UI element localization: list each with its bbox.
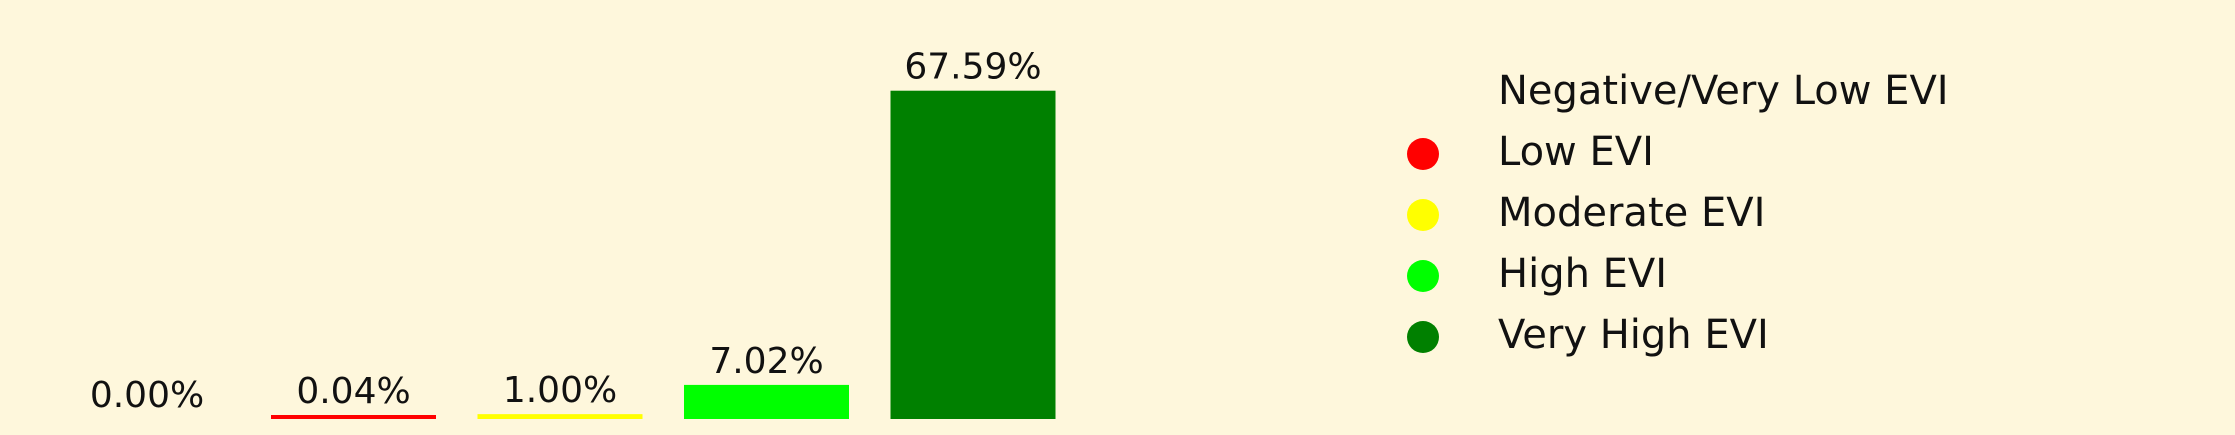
legend-label-1: Negative/Very Low EVI bbox=[1498, 68, 1949, 114]
bar-value-label: 0.04% bbox=[296, 371, 410, 412]
bar-2 bbox=[271, 415, 436, 419]
bar-value-label: 7.02% bbox=[709, 341, 823, 382]
bar-5 bbox=[890, 90, 1056, 419]
legend-marker-2 bbox=[1407, 138, 1439, 170]
legend-label-2: Low EVI bbox=[1498, 129, 1654, 175]
legend-label-4: High EVI bbox=[1498, 251, 1667, 297]
legend-marker-3 bbox=[1407, 199, 1439, 231]
legend-marker-1 bbox=[1407, 77, 1439, 109]
legend-label-3: Moderate EVI bbox=[1498, 190, 1765, 236]
bar-value-label: 1.00% bbox=[503, 370, 617, 411]
bar-value-label: 67.59% bbox=[904, 47, 1041, 88]
bar-value-label: 0.00% bbox=[90, 375, 204, 416]
legend-marker-4 bbox=[1407, 260, 1439, 292]
bars-group bbox=[271, 90, 1056, 419]
bar-labels-group: 0.00% 0.04% 1.00% 7.02% 67.59% bbox=[90, 47, 1042, 416]
legend-label-5: Very High EVI bbox=[1498, 312, 1769, 358]
bar-4 bbox=[684, 384, 849, 419]
bar-3 bbox=[477, 414, 643, 419]
legend-marker-5 bbox=[1407, 321, 1439, 353]
legend: Negative/Very Low EVI Low EVI Moderate EVI… bbox=[1407, 68, 1949, 358]
